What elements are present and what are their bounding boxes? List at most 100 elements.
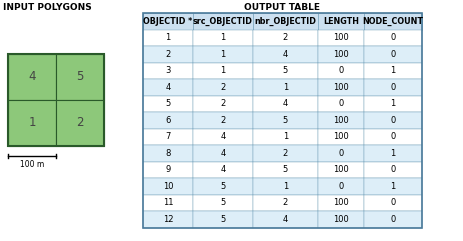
- Text: 100: 100: [332, 50, 348, 59]
- Text: 1: 1: [282, 132, 288, 141]
- Bar: [193, 161, 252, 178]
- Bar: [363, 29, 421, 46]
- Bar: [193, 211, 252, 228]
- Bar: [193, 13, 252, 29]
- Text: 4: 4: [28, 71, 36, 83]
- Bar: [317, 29, 363, 46]
- Text: 100: 100: [332, 116, 348, 125]
- Text: 100: 100: [332, 165, 348, 174]
- Text: 100: 100: [332, 83, 348, 92]
- Bar: [143, 29, 193, 46]
- Bar: [143, 79, 193, 95]
- Text: 2: 2: [220, 83, 225, 92]
- Bar: [193, 79, 252, 95]
- Text: 5: 5: [282, 66, 288, 75]
- Bar: [252, 145, 317, 161]
- Text: 1: 1: [282, 182, 288, 191]
- Bar: [143, 194, 193, 211]
- Text: 1: 1: [389, 66, 395, 75]
- Bar: [252, 211, 317, 228]
- Bar: [252, 62, 317, 79]
- Bar: [252, 178, 317, 194]
- Bar: [143, 112, 193, 128]
- Bar: [363, 95, 421, 112]
- Bar: [252, 194, 317, 211]
- Bar: [317, 211, 363, 228]
- Text: 2: 2: [220, 116, 225, 125]
- Text: 5: 5: [165, 99, 170, 108]
- Bar: [363, 128, 421, 145]
- Bar: [8, 100, 56, 146]
- Bar: [252, 112, 317, 128]
- Text: 0: 0: [338, 66, 343, 75]
- Text: 0: 0: [389, 198, 395, 207]
- Bar: [363, 211, 421, 228]
- Bar: [317, 62, 363, 79]
- Bar: [317, 128, 363, 145]
- Text: OUTPUT TABLE: OUTPUT TABLE: [244, 3, 320, 12]
- Text: 7: 7: [165, 132, 170, 141]
- Text: 3: 3: [165, 66, 170, 75]
- Bar: [363, 161, 421, 178]
- Text: 1: 1: [220, 66, 225, 75]
- Bar: [193, 29, 252, 46]
- Bar: [193, 62, 252, 79]
- Bar: [363, 112, 421, 128]
- Text: NODE_COUNT: NODE_COUNT: [362, 17, 423, 26]
- Text: 100: 100: [332, 198, 348, 207]
- Text: 5: 5: [220, 198, 225, 207]
- Text: 0: 0: [338, 182, 343, 191]
- Bar: [8, 54, 56, 100]
- Text: 2: 2: [282, 149, 288, 158]
- Bar: [317, 95, 363, 112]
- Text: 4: 4: [282, 50, 288, 59]
- Text: 2: 2: [76, 116, 83, 129]
- Text: 0: 0: [389, 165, 395, 174]
- Bar: [193, 178, 252, 194]
- Bar: [143, 145, 193, 161]
- Text: 1: 1: [220, 50, 225, 59]
- Bar: [252, 161, 317, 178]
- Bar: [317, 145, 363, 161]
- Text: 1: 1: [389, 149, 395, 158]
- Bar: [193, 128, 252, 145]
- Text: 1: 1: [28, 116, 36, 129]
- Bar: [363, 178, 421, 194]
- Text: 100: 100: [332, 33, 348, 42]
- Text: 100 m: 100 m: [20, 160, 44, 169]
- Text: 0: 0: [338, 99, 343, 108]
- Bar: [252, 29, 317, 46]
- Text: 1: 1: [220, 33, 225, 42]
- Bar: [193, 145, 252, 161]
- Bar: [56, 100, 104, 146]
- Text: 4: 4: [220, 149, 225, 158]
- Text: 9: 9: [165, 165, 170, 174]
- Bar: [143, 13, 421, 228]
- Bar: [193, 95, 252, 112]
- Text: 5: 5: [282, 165, 288, 174]
- Text: 12: 12: [163, 215, 173, 224]
- Bar: [193, 112, 252, 128]
- Bar: [363, 194, 421, 211]
- Bar: [317, 161, 363, 178]
- Text: 8: 8: [165, 149, 170, 158]
- Bar: [317, 46, 363, 62]
- Bar: [143, 128, 193, 145]
- Text: 0: 0: [389, 83, 395, 92]
- Bar: [252, 46, 317, 62]
- Text: 4: 4: [165, 83, 170, 92]
- Text: 2: 2: [282, 33, 288, 42]
- Bar: [143, 161, 193, 178]
- Text: 0: 0: [389, 50, 395, 59]
- Text: 0: 0: [338, 149, 343, 158]
- Text: 1: 1: [389, 99, 395, 108]
- Bar: [143, 178, 193, 194]
- Text: INPUT POLYGONS: INPUT POLYGONS: [3, 3, 92, 12]
- Text: 4: 4: [220, 132, 225, 141]
- Bar: [252, 95, 317, 112]
- Text: 0: 0: [389, 33, 395, 42]
- Bar: [143, 95, 193, 112]
- Bar: [317, 178, 363, 194]
- Text: 2: 2: [220, 99, 225, 108]
- Text: 0: 0: [389, 132, 395, 141]
